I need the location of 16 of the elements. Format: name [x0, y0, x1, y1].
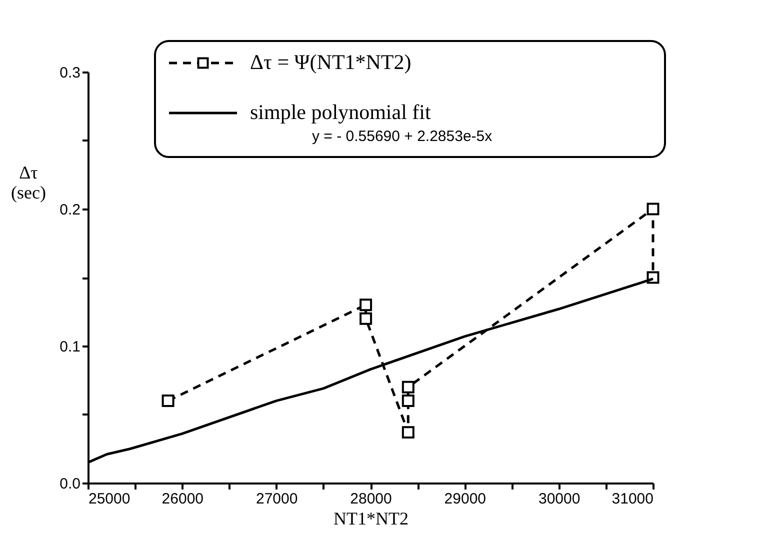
- legend-label: Δτ = Ψ(NT1*NT2): [250, 50, 412, 74]
- y-tick-label: 0.0: [60, 476, 80, 492]
- annotation: y = - 0.55690 + 2.2853e-5x: [312, 128, 493, 145]
- x-tick-label: 25000: [88, 490, 130, 508]
- x-tick-label: 26000: [162, 490, 204, 508]
- x-tick-label: 31000: [612, 490, 654, 508]
- x-tick-label: 28000: [350, 490, 392, 508]
- x-axis-title: NT1*NT2: [334, 508, 408, 528]
- y-tick-label: 0.1: [60, 338, 80, 356]
- y-tick-label: 0.3: [60, 64, 80, 82]
- legend-label: simple polynomial fit: [250, 100, 431, 124]
- x-tick-label: 29000: [444, 490, 486, 508]
- y-tick-label: 0.2: [60, 202, 80, 218]
- x-tick-label: 27000: [256, 490, 298, 508]
- x-tick-label: 30000: [538, 490, 580, 508]
- y-axis-title: Δτ (sec): [11, 162, 46, 202]
